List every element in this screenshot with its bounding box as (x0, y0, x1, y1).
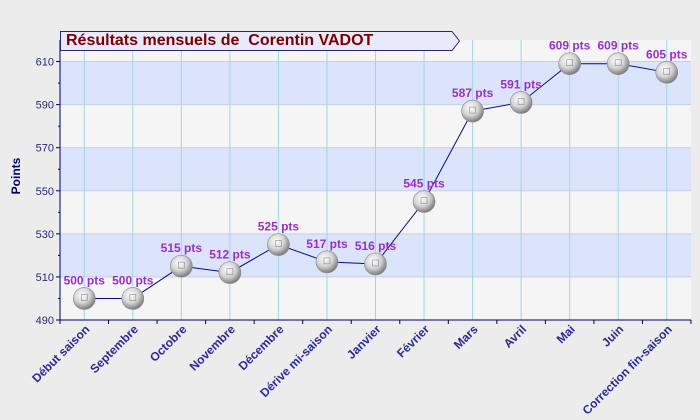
data-point (218, 261, 242, 284)
point-marker (121, 287, 145, 310)
point-label: 609 pts (549, 39, 591, 53)
point-label: 605 pts (646, 47, 688, 61)
point-label: 517 pts (306, 237, 348, 251)
y-tick-label: 590 (36, 100, 54, 112)
x-tick-label: Avril (501, 322, 529, 350)
data-point (170, 254, 193, 278)
point-label: 515 pts (161, 241, 203, 255)
point-marker (461, 99, 484, 123)
point-label: 512 pts (209, 248, 251, 262)
point-label: 587 pts (452, 86, 494, 100)
chart-title-box (60, 31, 460, 51)
point-marker-emblem (517, 98, 525, 105)
data-point (461, 99, 484, 123)
x-tick-label: Début saison (29, 322, 92, 385)
data-point (509, 91, 533, 114)
x-tick-label: Correction fin-saison (580, 322, 675, 417)
point-marker-emblem (469, 106, 476, 114)
x-tick-label: Septembre (87, 322, 141, 376)
point-marker-emblem (323, 257, 331, 265)
data-point (606, 52, 630, 75)
point-marker-emblem (226, 268, 234, 275)
y-tick-label: 490 (36, 315, 54, 327)
y-tick-label: 570 (36, 143, 54, 155)
point-label: 516 pts (355, 239, 397, 253)
point-marker-emblem (129, 294, 137, 301)
point-marker (72, 287, 96, 310)
point-marker (509, 91, 533, 114)
point-marker-emblem (275, 240, 282, 247)
data-point (558, 52, 581, 75)
series-points (72, 52, 679, 310)
y-tick-label: 610 (36, 57, 54, 69)
point-marker (364, 252, 387, 276)
y-tick-label: 510 (36, 272, 54, 284)
x-tick-label: Octobre (147, 322, 190, 365)
y-axis-title: Points (9, 157, 23, 194)
x-tick-label: Décembre (236, 322, 287, 373)
point-marker-emblem (614, 59, 622, 66)
point-marker-emblem (566, 59, 573, 66)
data-point (121, 287, 145, 310)
x-tick-label: Novembre (187, 322, 239, 374)
y-tick-label: 530 (36, 229, 54, 241)
data-point (412, 190, 436, 213)
point-marker-emblem (663, 68, 671, 75)
point-label: 525 pts (258, 220, 300, 234)
point-label: 609 pts (598, 39, 640, 53)
point-marker (170, 254, 193, 278)
point-marker (315, 250, 339, 274)
point-label: 500 pts (112, 273, 154, 287)
data-point (267, 233, 290, 256)
point-marker-emblem (420, 197, 428, 204)
x-tick-label: Janvier (344, 322, 384, 362)
point-label: 545 pts (403, 177, 445, 191)
x-tick-label: Mai (554, 322, 578, 346)
point-labels: 500 pts 500 pts 515 pts 512 pts 525 pts 517 p… (64, 39, 688, 288)
point-marker (558, 52, 581, 75)
point-marker (606, 52, 630, 75)
point-marker (412, 190, 436, 213)
point-marker-emblem (178, 261, 185, 269)
point-label: 500 pts (64, 273, 106, 287)
point-marker-emblem (80, 294, 88, 301)
x-tick-label: Février (394, 322, 432, 360)
axes (59, 40, 691, 321)
point-marker-emblem (372, 259, 379, 267)
point-marker (267, 233, 290, 256)
point-marker (218, 261, 242, 284)
data-point (655, 61, 679, 84)
y-tick-label: 550 (36, 186, 54, 198)
data-point (72, 287, 96, 310)
chart-title: Résultats mensuels de Corentin VADOT (66, 32, 374, 49)
x-tick-label: Mars (451, 322, 481, 352)
y-axis-ticks: 490 510 530 550 570 590 610 (36, 57, 60, 327)
point-marker (655, 61, 679, 84)
data-point (315, 250, 339, 274)
x-tick-label: Juin (599, 322, 626, 349)
data-point (364, 252, 387, 276)
point-label: 591 pts (500, 77, 542, 91)
